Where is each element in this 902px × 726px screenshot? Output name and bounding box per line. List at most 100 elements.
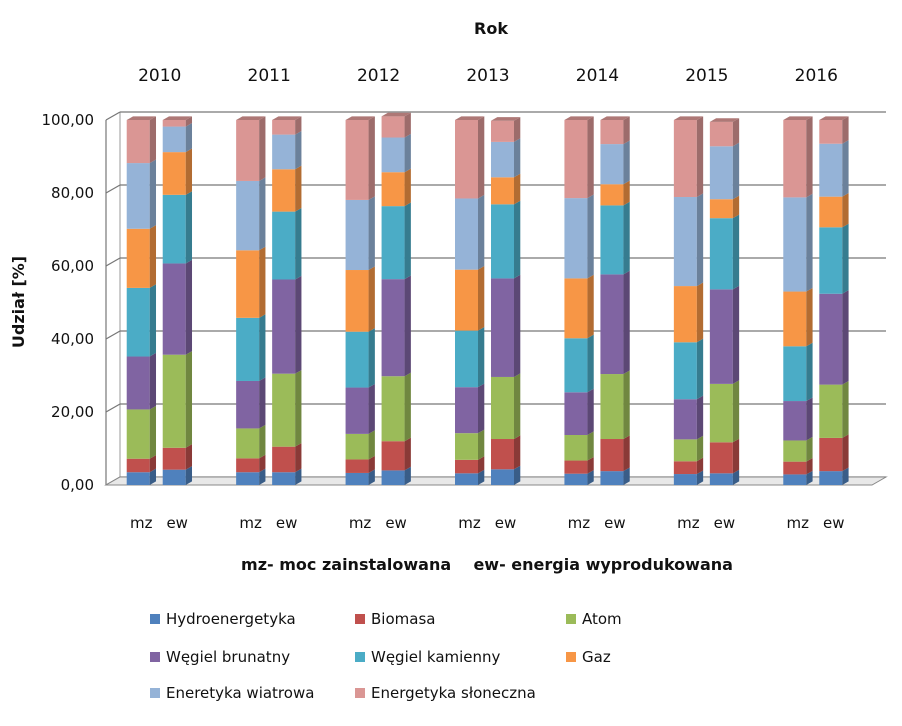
bar-segment [819,437,843,472]
category-label: ew [495,514,517,532]
category-note: mz- moc zainstalowana ew- energia wyprod… [241,555,733,574]
bar-segment [345,270,369,332]
bar-segment-side [149,284,157,357]
bar-segment [345,120,369,200]
bar-segment [236,428,260,459]
bar-segment [600,274,624,375]
bar-segment-side [368,455,375,473]
bar-segment [236,317,260,381]
bar-segment [345,331,369,388]
bar-segment-side [368,469,375,485]
bar-segment [236,380,260,429]
bar-segment [673,342,697,400]
bar-segment [345,433,369,460]
bar-segment-side [478,327,485,388]
bar-segment-side [259,454,266,473]
bar-segment-side [404,466,411,485]
bar-segment [126,472,150,485]
labels: Rok Udział [%] mz- moc zainstalowana ew-… [9,19,845,574]
bar-segment [455,387,478,434]
bar-top [819,116,849,120]
bar-segment-side [806,342,813,402]
bar-segment [783,440,807,462]
bar-segment [709,146,733,200]
bar-segment [381,116,405,138]
bar-segment [126,356,150,410]
year-label: 2013 [466,66,509,86]
category-label: ew [166,514,188,532]
bar-top [236,116,266,120]
category-label: mz [787,514,810,532]
bar-segment-side [295,165,302,212]
bar-segment [272,169,296,212]
bar-segment [455,433,478,460]
bar-segment-side [514,435,521,470]
bar-segment-side [732,142,740,200]
bar-top [564,116,594,120]
bar-segment-side [587,431,594,461]
bar-segment [126,409,150,459]
legend-entry: Węgiel brunatny [166,648,290,666]
bar-segment-side [295,131,302,170]
bar-segment-side [696,470,704,485]
legend-entry: Węgiel kamienny [371,648,501,666]
bar-segment-side [623,116,630,145]
bar-segment-side [806,458,813,475]
bar-segment [709,121,733,147]
bar-segment [272,472,296,485]
bar-top [272,116,302,120]
bar-segment-side [514,465,521,485]
y-tick-label: 60,00 [51,257,94,275]
bar-segment [564,278,588,339]
bar-segment-side [514,138,521,178]
bar-segment-side [259,116,266,181]
y-tick-label: 20,00 [51,403,94,421]
bar-segment [819,143,843,197]
bar-segment [819,196,843,228]
y-tick-label: 40,00 [51,330,94,348]
bar-segment [162,263,186,355]
bar-segment-side [842,381,849,438]
bar-segment-side [259,468,266,485]
bar-segment [564,392,588,435]
bar-segment [709,199,733,219]
category-label: mz [130,514,153,532]
bar-segment-side [478,456,485,474]
bar-segment-side [478,116,485,199]
bar-segment-side [368,116,375,200]
bar-segment-side [478,266,485,331]
category-label: ew [604,514,626,532]
bar-segment [709,218,733,290]
bar-segment [709,383,733,443]
gridline-side [105,184,121,194]
bar-segment [491,469,514,485]
bar-segment-side [404,168,411,207]
year-label: 2010 [138,66,181,86]
bar-segment [491,204,514,279]
bar-segment [455,198,478,270]
category-label: ew [714,514,736,532]
y-tick-label: 100,00 [42,111,95,129]
bar-segment [126,458,150,473]
bar-segment [819,384,843,438]
bar-top [126,116,157,120]
bar-segment [600,374,624,440]
category-label: ew [823,514,845,532]
bar-segment-side [295,443,302,473]
bar-segment-side [404,372,411,442]
bar-segment-side [696,116,704,198]
y-tick-label: 80,00 [51,184,94,202]
bar-segment-side [295,468,302,485]
bar-segment [162,447,186,470]
bar-segment [819,227,843,294]
year-label: 2015 [685,66,728,86]
bar-segment [126,163,150,229]
bar-segment [600,439,624,472]
bar-segment [783,120,807,198]
bar-segment [126,120,150,164]
bar-segment-side [149,352,157,410]
bar-segment-side [806,116,813,198]
bar-segment-side [623,140,630,185]
bar-segment [162,354,186,448]
